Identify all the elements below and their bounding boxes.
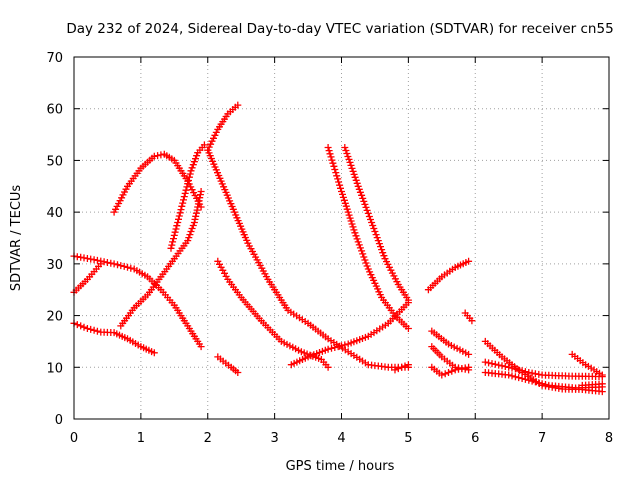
series-track-14	[391, 361, 412, 374]
series-track-10	[204, 101, 242, 154]
point-marks	[167, 141, 208, 252]
y-tick-label: 60	[46, 103, 63, 118]
point-marks	[568, 350, 606, 379]
x-axis-label: GPS time / hours	[286, 459, 395, 474]
y-tick-label: 30	[46, 258, 63, 273]
y-axis-label: SDTVAR / TECUs	[9, 185, 24, 292]
point-marks	[481, 369, 606, 392]
x-tick-label: 4	[337, 431, 345, 446]
series-track-09	[204, 146, 412, 371]
x-tick-label: 2	[204, 431, 212, 446]
point-marks	[204, 101, 242, 154]
series-track-18	[428, 363, 473, 379]
series-track-24	[578, 380, 606, 389]
y-tick-label: 40	[46, 206, 63, 221]
point-marks	[214, 257, 332, 371]
point-marks	[341, 144, 412, 304]
point-marks	[287, 299, 412, 369]
point-marks	[324, 144, 412, 332]
x-tick-label: 5	[404, 431, 412, 446]
x-tick-label: 3	[270, 431, 278, 446]
grid	[74, 57, 609, 419]
point-marks	[428, 327, 473, 358]
series-track-23	[568, 350, 606, 379]
series-track-16	[428, 327, 473, 358]
point-marks	[70, 260, 105, 296]
point-marks	[70, 319, 158, 357]
x-tick-label: 0	[70, 431, 78, 446]
series-track-02	[70, 260, 105, 296]
series-track-07	[214, 257, 332, 371]
y-tick-label: 50	[46, 154, 63, 169]
series-track-21	[481, 358, 606, 381]
series-track-08	[214, 353, 242, 376]
series-track-04	[110, 150, 205, 216]
point-marks	[424, 257, 473, 294]
series-track-19	[461, 309, 476, 325]
x-tick-label: 8	[605, 431, 613, 446]
point-marks	[204, 146, 412, 371]
series-track-11	[287, 299, 412, 369]
point-marks	[428, 363, 473, 379]
series-track-22	[481, 369, 606, 392]
data-marks	[70, 101, 606, 396]
series-track-05	[117, 188, 205, 330]
chart-title: Day 232 of 2024, Sidereal Day-to-day VTE…	[66, 21, 613, 37]
point-marks	[391, 361, 412, 374]
series-track-06	[167, 141, 208, 252]
x-tick-label: 1	[137, 431, 145, 446]
y-tick-label: 20	[46, 310, 63, 325]
series-track-13	[341, 144, 412, 304]
point-marks	[578, 380, 606, 389]
x-tick-label: 7	[538, 431, 546, 446]
y-tick-label: 10	[46, 361, 63, 376]
point-marks	[214, 353, 242, 376]
series-track-15	[424, 257, 473, 294]
point-marks	[110, 150, 205, 216]
point-marks	[481, 358, 606, 381]
x-tick-label: 6	[471, 431, 479, 446]
y-tick-label: 70	[46, 51, 63, 66]
axis-ticks: 0 1 2 3 4 5 6 7 8 0 10 20 30 40 50 60 70	[46, 51, 613, 446]
y-tick-label: 0	[55, 413, 63, 428]
plot-frame	[73, 56, 610, 420]
point-marks	[461, 309, 476, 325]
point-marks	[117, 188, 205, 330]
series-track-12	[324, 144, 412, 332]
series-track-03	[70, 319, 158, 357]
